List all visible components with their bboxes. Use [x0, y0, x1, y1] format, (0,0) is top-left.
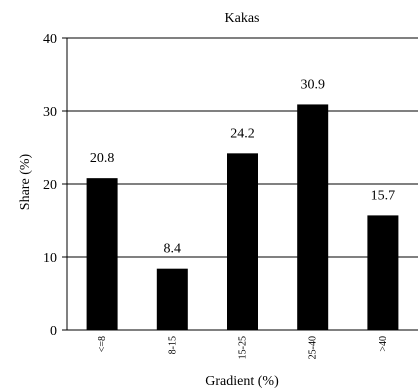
- data-labels: 20.8 8.4 24.2 30.9 15.7: [90, 77, 395, 256]
- y-tick-label-20: 20: [43, 178, 57, 193]
- axes: [62, 37, 418, 331]
- bar-4: [367, 215, 399, 330]
- x-tick-label-1: 8-15: [167, 336, 178, 354]
- y-axis-label: Share (%): [18, 153, 33, 210]
- data-label-3: 30.9: [300, 77, 325, 92]
- bar-0: [86, 178, 118, 330]
- y-tick-label-40: 40: [43, 32, 57, 47]
- data-label-1: 8.4: [164, 242, 182, 257]
- x-tick-label-2: 15-25: [238, 336, 249, 359]
- y-tick-label-10: 10: [43, 251, 57, 266]
- bar-2: [227, 153, 258, 330]
- x-tick-label-4: >40: [378, 336, 389, 352]
- y-tick-label-0: 0: [50, 324, 57, 339]
- bar-1: [156, 268, 188, 330]
- bar-3: [297, 104, 329, 331]
- data-label-2: 24.2: [230, 126, 255, 141]
- data-label-0: 20.8: [90, 151, 115, 166]
- x-tick-labels: <=8 8-15 15-25 25-40 >40: [97, 336, 389, 359]
- x-tick-label-0: <=8: [97, 336, 108, 352]
- x-tick-label-3: 25-40: [308, 336, 319, 359]
- data-label-4: 15.7: [371, 188, 396, 203]
- x-axis-label: Gradient (%): [205, 374, 279, 389]
- bars: [86, 104, 399, 331]
- chart-title: Kakas: [225, 11, 260, 26]
- y-tick-label-30: 30: [43, 105, 57, 120]
- y-tick-labels: 0 10 20 30 40: [43, 32, 57, 339]
